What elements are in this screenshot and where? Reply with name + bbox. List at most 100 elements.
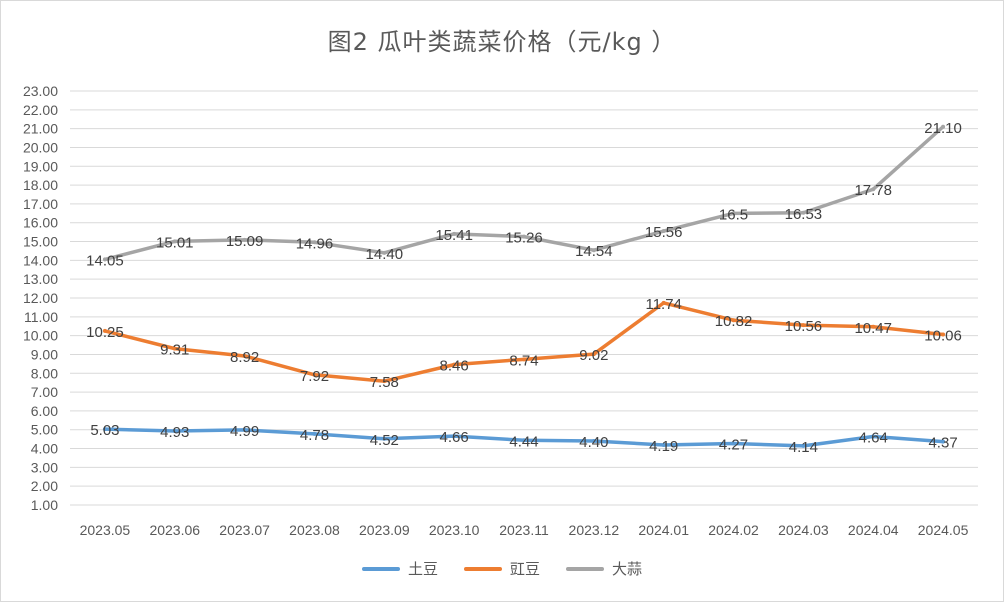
data-label: 15.26 — [505, 230, 543, 247]
data-point[interactable] — [172, 239, 177, 244]
x-tick-label: 2024.04 — [848, 522, 899, 538]
legend-label-cowpea: 豇豆 — [509, 560, 540, 578]
data-point[interactable] — [731, 211, 736, 216]
legend-item-potato[interactable]: 土豆 — [361, 558, 438, 579]
data-point[interactable] — [522, 357, 526, 362]
data-label: 7.58 — [370, 374, 399, 391]
x-tick-label: 2023.10 — [429, 522, 480, 538]
data-point[interactable] — [312, 372, 317, 377]
data-point[interactable] — [452, 434, 457, 439]
y-tick-label: 1.00 — [31, 497, 58, 513]
legend: 土豆 豇豆 大蒜 — [0, 558, 1004, 579]
data-point[interactable] — [731, 441, 736, 446]
y-tick-label: 3.00 — [31, 459, 58, 475]
data-point[interactable] — [172, 346, 177, 351]
data-point[interactable] — [871, 187, 876, 192]
data-point[interactable] — [871, 434, 876, 439]
y-tick-label: 9.00 — [31, 346, 58, 362]
data-label: 17.78 — [854, 182, 892, 199]
data-point[interactable] — [661, 442, 666, 447]
data-label: 4.66 — [440, 429, 469, 446]
data-point[interactable] — [522, 438, 526, 443]
data-label: 16.53 — [785, 206, 823, 223]
data-point[interactable] — [242, 237, 247, 242]
data-point[interactable] — [452, 231, 457, 236]
data-label: 7.92 — [300, 368, 329, 385]
data-point[interactable] — [941, 332, 946, 337]
x-tick-label: 2023.06 — [149, 522, 200, 538]
y-tick-label: 21.00 — [23, 121, 58, 137]
y-tick-label: 2.00 — [31, 478, 58, 494]
data-label: 9.31 — [160, 342, 189, 359]
data-point[interactable] — [242, 353, 247, 358]
data-label: 14.05 — [86, 252, 124, 269]
y-tick-label: 7.00 — [31, 384, 58, 400]
data-point[interactable] — [591, 248, 596, 253]
x-axis-ticks: 2023.05 2023.06 2023.07 2023.08 2023.09 2023.… — [80, 522, 969, 538]
data-point[interactable] — [941, 124, 946, 129]
data-point[interactable] — [102, 427, 107, 432]
data-label: 9.02 — [579, 347, 608, 364]
data-label: 21.10 — [924, 120, 962, 137]
legend-swatch-cowpea — [463, 566, 502, 571]
data-point[interactable] — [801, 323, 806, 328]
data-label: 8.46 — [440, 358, 469, 375]
gridlines — [70, 90, 978, 506]
legend-item-cowpea[interactable]: 豇豆 — [463, 558, 540, 579]
legend-swatch-garlic — [566, 566, 604, 571]
data-point[interactable] — [661, 229, 666, 234]
y-tick-label: 4.00 — [31, 441, 58, 457]
data-labels: 5.03 4.93 4.99 4.78 4.52 4.66 4.44 4.40 4.19 4.27… — [86, 120, 962, 456]
x-tick-label: 2023.09 — [359, 522, 410, 538]
data-point[interactable] — [871, 324, 876, 329]
data-point[interactable] — [312, 240, 317, 245]
series-lines — [102, 124, 946, 448]
data-point[interactable] — [102, 257, 107, 262]
data-label: 4.78 — [300, 427, 329, 444]
data-point[interactable] — [731, 318, 736, 323]
x-tick-label: 2023.05 — [80, 522, 131, 538]
data-label: 8.92 — [230, 349, 259, 366]
data-point[interactable] — [591, 439, 596, 444]
y-tick-label: 13.00 — [23, 271, 58, 287]
data-point[interactable] — [801, 443, 806, 448]
y-tick-label: 18.00 — [23, 177, 58, 193]
data-label: 14.40 — [366, 246, 404, 263]
x-tick-label: 2024.01 — [638, 522, 689, 538]
data-point[interactable] — [522, 234, 526, 239]
data-point[interactable] — [172, 429, 177, 434]
data-point[interactable] — [661, 300, 666, 305]
y-tick-label: 20.00 — [23, 139, 58, 155]
data-label: 10.47 — [854, 320, 892, 337]
x-tick-label: 2024.03 — [778, 522, 829, 538]
data-label: 4.27 — [719, 436, 748, 453]
data-point[interactable] — [102, 328, 107, 333]
data-point[interactable] — [382, 379, 387, 384]
data-label: 4.64 — [859, 430, 888, 447]
series-line-1[interactable] — [103, 301, 945, 383]
data-label: 15.41 — [435, 227, 473, 244]
legend-item-garlic[interactable]: 大蒜 — [566, 558, 642, 579]
data-point[interactable] — [801, 210, 806, 215]
data-point[interactable] — [382, 250, 387, 255]
data-point[interactable] — [382, 436, 387, 441]
x-tick-label: 2023.08 — [289, 522, 340, 538]
data-point[interactable] — [591, 352, 596, 357]
x-tick-label: 2023.07 — [219, 522, 270, 538]
y-tick-label: 16.00 — [23, 215, 58, 231]
data-point[interactable] — [452, 362, 457, 367]
legend-swatch-potato — [361, 566, 400, 571]
data-point[interactable] — [242, 427, 247, 432]
data-point[interactable] — [941, 439, 946, 444]
y-tick-label: 19.00 — [23, 158, 58, 174]
data-label: 11.74 — [645, 296, 681, 313]
data-label: 8.74 — [509, 352, 538, 369]
data-label: 10.56 — [785, 318, 823, 335]
data-label: 4.93 — [160, 424, 189, 441]
data-label: 4.40 — [579, 434, 608, 451]
data-label: 4.52 — [370, 432, 399, 449]
legend-label-garlic: 大蒜 — [612, 560, 643, 578]
data-point[interactable] — [312, 431, 317, 436]
